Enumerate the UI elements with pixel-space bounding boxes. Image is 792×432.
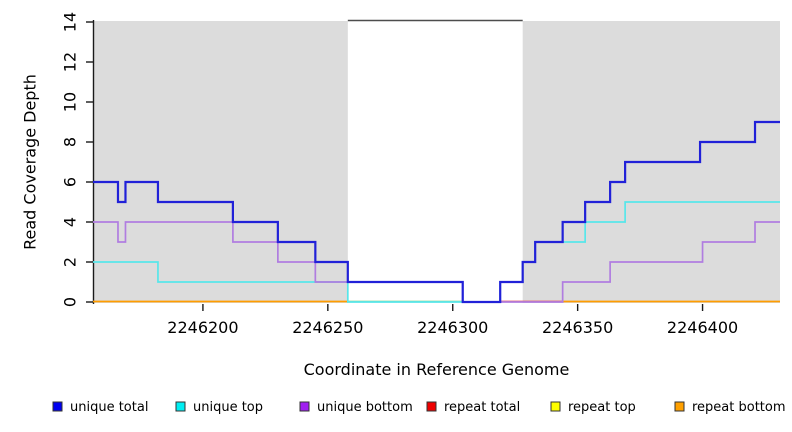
legend-swatch-repeat-bottom [674, 401, 685, 412]
y-axis-tick-label: 4 [61, 217, 80, 227]
legend-swatch-repeat-total [426, 401, 437, 412]
legend-label-unique-total: unique total [70, 400, 148, 415]
y-axis-tick-label: 10 [61, 92, 80, 112]
y-axis-tick-label: 14 [61, 12, 80, 32]
y-axis-tick-label: 6 [61, 177, 80, 187]
legend-label-unique-top: unique top [193, 400, 263, 415]
x-axis-title: Coordinate in Reference Genome [303, 360, 570, 379]
legend-label-repeat-bottom: repeat bottom [692, 400, 786, 415]
x-axis-tick-label: 2246300 [417, 318, 488, 337]
legend-swatch-unique-bottom [299, 401, 310, 412]
legend-swatch-unique-top [175, 401, 186, 412]
legend-label-repeat-total: repeat total [444, 400, 520, 415]
legend-swatch-unique-total [52, 401, 63, 412]
legend-label-unique-bottom: unique bottom [317, 400, 413, 415]
coverage-line-unique-total [93, 120, 780, 304]
x-axis-tick-label: 2246350 [542, 318, 613, 337]
x-axis-tick-label: 2246400 [667, 318, 738, 337]
y-axis-tick-label: 2 [61, 257, 80, 267]
repeat-region-left-shading [93, 21, 348, 303]
y-axis-tick-label: 8 [61, 137, 80, 147]
legend-swatch-repeat-top [550, 401, 561, 412]
y-axis-tick-label: 12 [61, 52, 80, 72]
y-axis-tick-label: 0 [61, 297, 80, 307]
y-axis-title: Read Coverage Depth [20, 74, 40, 250]
x-axis-tick-label: 2246250 [292, 318, 363, 337]
legend-label-repeat-top: repeat top [568, 400, 636, 415]
x-axis-tick-label: 2246200 [167, 318, 238, 337]
